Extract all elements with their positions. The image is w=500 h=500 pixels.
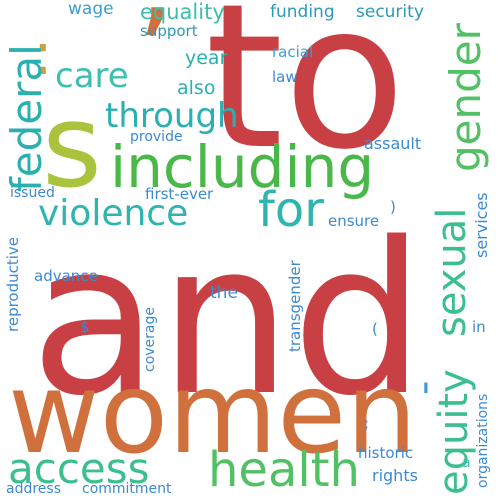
- word-and: and: [30, 197, 426, 442]
- word-s: s: [42, 80, 102, 214]
- word-care: care: [55, 56, 129, 96]
- word-through: through: [105, 96, 239, 136]
- word-in: in: [472, 318, 486, 336]
- word-services: services: [472, 192, 491, 258]
- word-women: women: [8, 349, 418, 479]
- word-assault: assault: [364, 134, 422, 153]
- word-to: to: [205, 0, 406, 194]
- word-equality: equality: [140, 0, 225, 24]
- word-commitment: commitment: [82, 481, 172, 497]
- word-security: security: [356, 2, 424, 22]
- word-rights: rights: [372, 466, 418, 485]
- word-sexual: sexual: [429, 207, 475, 337]
- word-year: year: [185, 47, 228, 69]
- word-funding: funding: [270, 2, 335, 22]
- word-ensure: ensure: [328, 212, 380, 230]
- word-including: including: [110, 133, 375, 201]
- word-issued: issued: [10, 185, 55, 201]
- word-address: address: [6, 481, 62, 497]
- word-wage: wage: [68, 0, 114, 19]
- word-gender: gender: [441, 23, 490, 172]
- word-transgender: transgender: [286, 260, 304, 352]
- word-support: support: [140, 22, 198, 40]
- word-a: a: [462, 455, 471, 471]
- word-coverage: coverage: [142, 307, 158, 372]
- word-health: health: [208, 442, 360, 498]
- word-historic: historic: [358, 444, 414, 462]
- word-semicolon: ;: [364, 414, 370, 432]
- word-for: for: [258, 182, 324, 238]
- word-advance: advance: [34, 267, 98, 285]
- word-dollar: $: [80, 318, 90, 336]
- word-the: the: [210, 283, 238, 303]
- word-first-ever: first-ever: [145, 185, 214, 203]
- word-reproductive: reproductive: [4, 236, 22, 332]
- word-apostrophe: ’: [136, 0, 175, 124]
- word-paren-open: (: [372, 320, 378, 338]
- word-violence: violence: [38, 193, 189, 234]
- word-dash: -: [401, 380, 447, 395]
- word-access: access: [8, 444, 150, 493]
- word-colon: :: [33, 20, 53, 88]
- word-paren-close: ): [390, 198, 396, 216]
- word-also: also: [177, 77, 216, 99]
- word-provide: provide: [130, 129, 183, 145]
- word-racial: racial: [272, 43, 314, 61]
- word-organizations: organizations: [475, 393, 491, 488]
- word-law: law: [272, 68, 298, 86]
- word-federal: federal: [2, 44, 51, 192]
